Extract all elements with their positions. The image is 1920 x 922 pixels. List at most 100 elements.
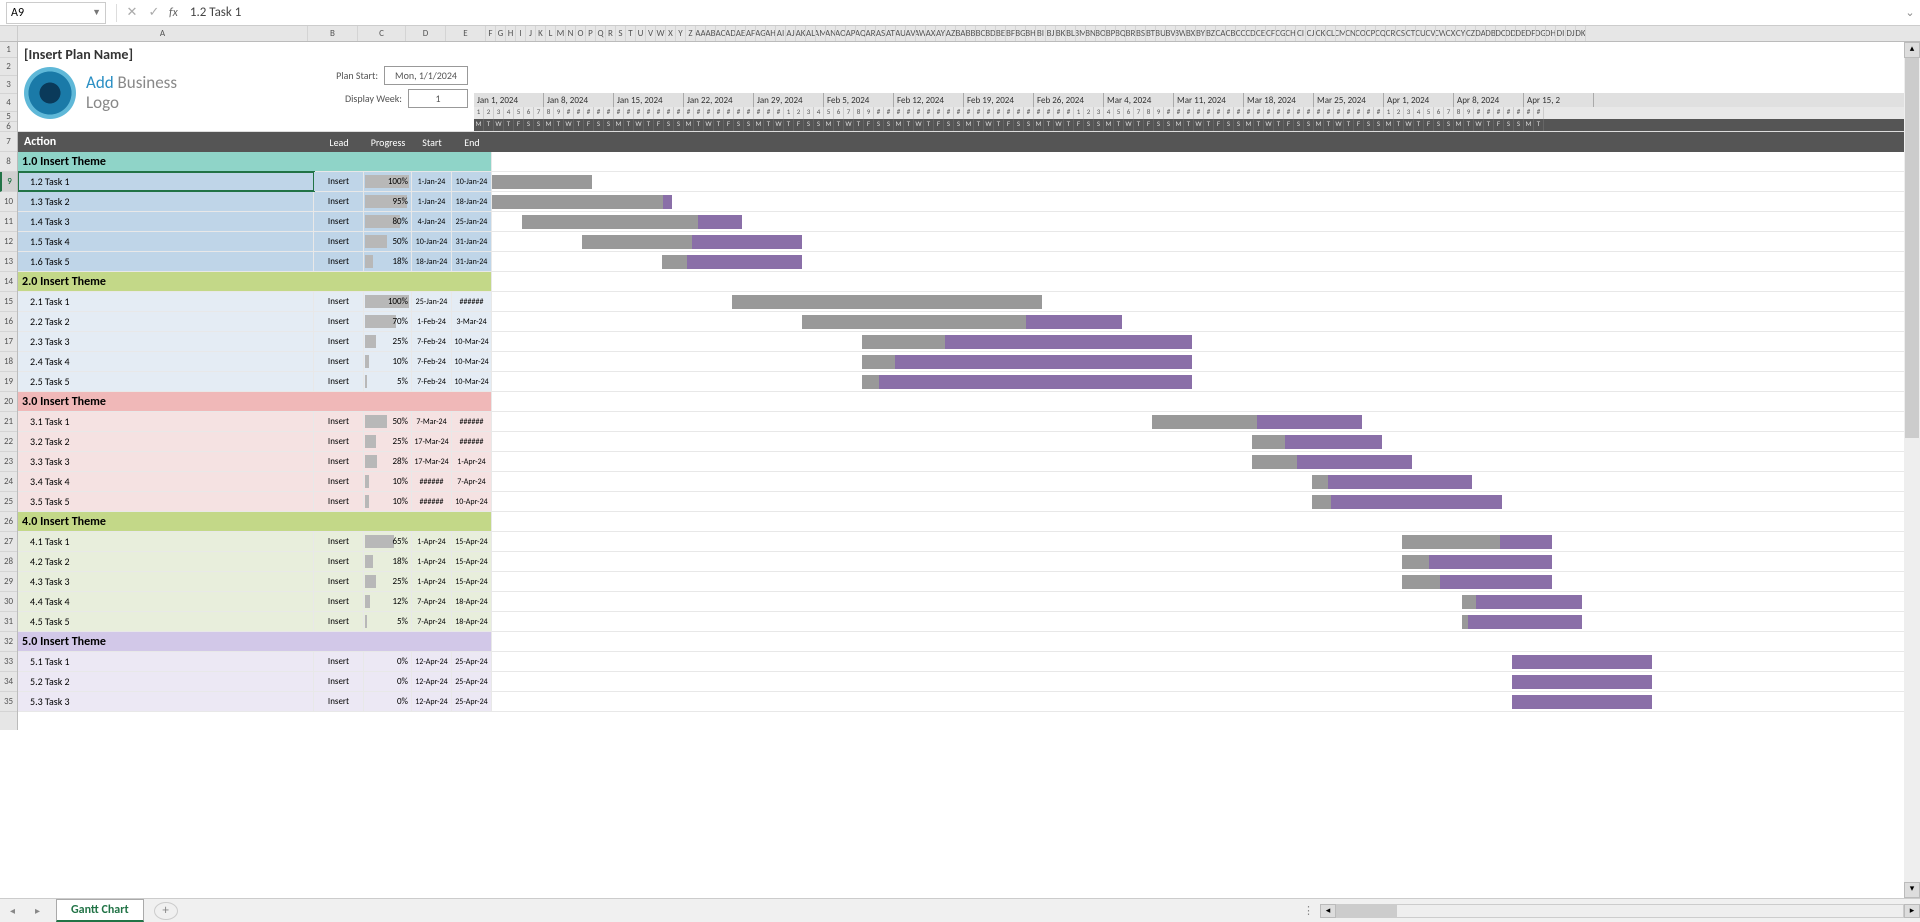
vertical-scrollbar[interactable]: ▴ ▾ [1904,42,1920,898]
task-start[interactable]: 7-Apr-24 [412,612,452,631]
task-row[interactable]: 2.4 Task 4Insert10%7-Feb-2410-Mar-24 [18,352,1920,372]
column-header[interactable]: BM [1076,26,1086,41]
task-start[interactable]: 17-Mar-24 [412,452,452,471]
gantt-bar-complete[interactable] [1252,455,1297,469]
column-header[interactable]: BG [1016,26,1026,41]
column-header[interactable]: P [586,26,596,41]
column-header[interactable]: J [526,26,536,41]
task-row[interactable]: 2.5 Task 5Insert5%7-Feb-2410-Mar-24 [18,372,1920,392]
task-progress[interactable]: 80% [364,212,412,231]
task-progress[interactable]: 70% [364,312,412,331]
sheet-nav[interactable]: ◂▸ [0,904,50,917]
column-header[interactable]: BK [1056,26,1066,41]
row-header[interactable]: 15 [0,292,17,312]
task-end[interactable]: 7-Apr-24 [452,472,492,491]
column-header[interactable]: BV [1166,26,1176,41]
task-name[interactable]: 1.5 Task 4 [18,232,314,251]
task-lead[interactable]: Insert [314,332,364,351]
task-end[interactable]: 25-Apr-24 [452,692,492,711]
task-name[interactable]: 1.6 Task 5 [18,252,314,271]
task-end[interactable]: ###### [452,292,492,311]
column-header[interactable]: Y [676,26,686,41]
task-start[interactable]: ###### [412,492,452,511]
column-header[interactable]: CE [1256,26,1266,41]
row-header[interactable]: 10 [0,192,17,212]
expand-formula-icon[interactable]: ⌄ [1900,6,1920,19]
task-row[interactable]: 1.6 Task 5Insert18%18-Jan-2431-Jan-24 [18,252,1920,272]
column-header[interactable]: BU [1156,26,1166,41]
task-name[interactable]: 3.4 Task 4 [18,472,314,491]
task-name[interactable]: 1.3 Task 2 [18,192,314,211]
task-end[interactable]: 1-Apr-24 [452,452,492,471]
column-header[interactable]: DK [1576,26,1586,41]
gantt-bar-remaining[interactable] [1468,615,1582,629]
gantt-bar-remaining[interactable] [692,235,802,249]
column-header[interactable]: AO [836,26,846,41]
fx-icon[interactable]: fx [169,6,178,20]
column-header[interactable]: CO [1356,26,1366,41]
row-header[interactable]: 18 [0,352,17,372]
column-header[interactable]: AE [736,26,746,41]
column-header[interactable]: AU [896,26,906,41]
gantt-bar-complete[interactable] [862,335,945,349]
task-name[interactable]: 3.1 Task 1 [18,412,314,431]
task-row[interactable]: 5.1 Task 1Insert0%12-Apr-2425-Apr-24 [18,652,1920,672]
task-row[interactable]: 3.5 Task 5Insert10%######10-Apr-24 [18,492,1920,512]
task-start[interactable]: 18-Jan-24 [412,252,452,271]
row-header[interactable]: 35 [0,692,17,712]
column-header[interactable]: DC [1496,26,1506,41]
column-header[interactable]: AN [826,26,836,41]
row-header[interactable]: 28 [0,552,17,572]
task-start[interactable]: 12-Apr-24 [412,692,452,711]
task-name[interactable]: 4.1 Task 1 [18,532,314,551]
task-end[interactable]: 15-Apr-24 [452,572,492,591]
gantt-bar-complete[interactable] [492,195,663,209]
scroll-left-icon[interactable]: ◂ [1320,904,1336,918]
column-header[interactable]: AG [756,26,766,41]
column-header[interactable]: AA [696,26,706,41]
column-header[interactable]: R [606,26,616,41]
column-header[interactable]: BW [1176,26,1186,41]
task-progress[interactable]: 100% [364,292,412,311]
task-row[interactable]: 4.5 Task 5Insert5%7-Apr-2418-Apr-24 [18,612,1920,632]
task-start[interactable]: 12-Apr-24 [412,652,452,671]
task-start[interactable]: 1-Apr-24 [412,572,452,591]
column-header[interactable]: CV [1426,26,1436,41]
task-progress[interactable]: 5% [364,612,412,631]
gantt-bar-remaining[interactable] [1476,595,1582,609]
row-header[interactable]: 27 [0,532,17,552]
task-progress[interactable]: 10% [364,472,412,491]
scroll-thumb[interactable] [1905,58,1919,438]
scroll-down-icon[interactable]: ▾ [1904,882,1920,898]
task-end[interactable]: 31-Jan-24 [452,252,492,271]
column-header[interactable]: DG [1536,26,1546,41]
task-progress[interactable]: 10% [364,352,412,371]
column-header[interactable]: CJ [1306,26,1316,41]
column-header[interactable]: M [556,26,566,41]
column-header[interactable]: G [496,26,506,41]
task-start[interactable]: 7-Apr-24 [412,592,452,611]
column-header[interactable]: CT [1406,26,1416,41]
column-header[interactable]: I [516,26,526,41]
column-header[interactable]: AD [726,26,736,41]
task-start[interactable]: 4-Jan-24 [412,212,452,231]
task-lead[interactable]: Insert [314,572,364,591]
column-header[interactable]: AQ [856,26,866,41]
gantt-bar-complete[interactable] [1252,435,1285,449]
column-header[interactable]: AJ [786,26,796,41]
column-header[interactable]: CR [1386,26,1396,41]
column-header[interactable]: BJ [1046,26,1056,41]
gantt-bar-complete[interactable] [1402,555,1429,569]
column-header[interactable]: AK [796,26,806,41]
column-header[interactable]: AP [846,26,856,41]
row-header[interactable]: 20 [0,392,17,412]
task-progress[interactable]: 10% [364,492,412,511]
gantt-bar-remaining[interactable] [1331,495,1502,509]
gantt-bar-complete[interactable] [1312,475,1328,489]
column-header[interactable]: Q [596,26,606,41]
column-header[interactable]: BA [956,26,966,41]
gantt-bar-remaining[interactable] [1328,475,1472,489]
gantt-bar-complete[interactable] [1402,575,1440,589]
gantt-bar-complete[interactable] [662,255,687,269]
column-header[interactable]: B [308,26,358,41]
